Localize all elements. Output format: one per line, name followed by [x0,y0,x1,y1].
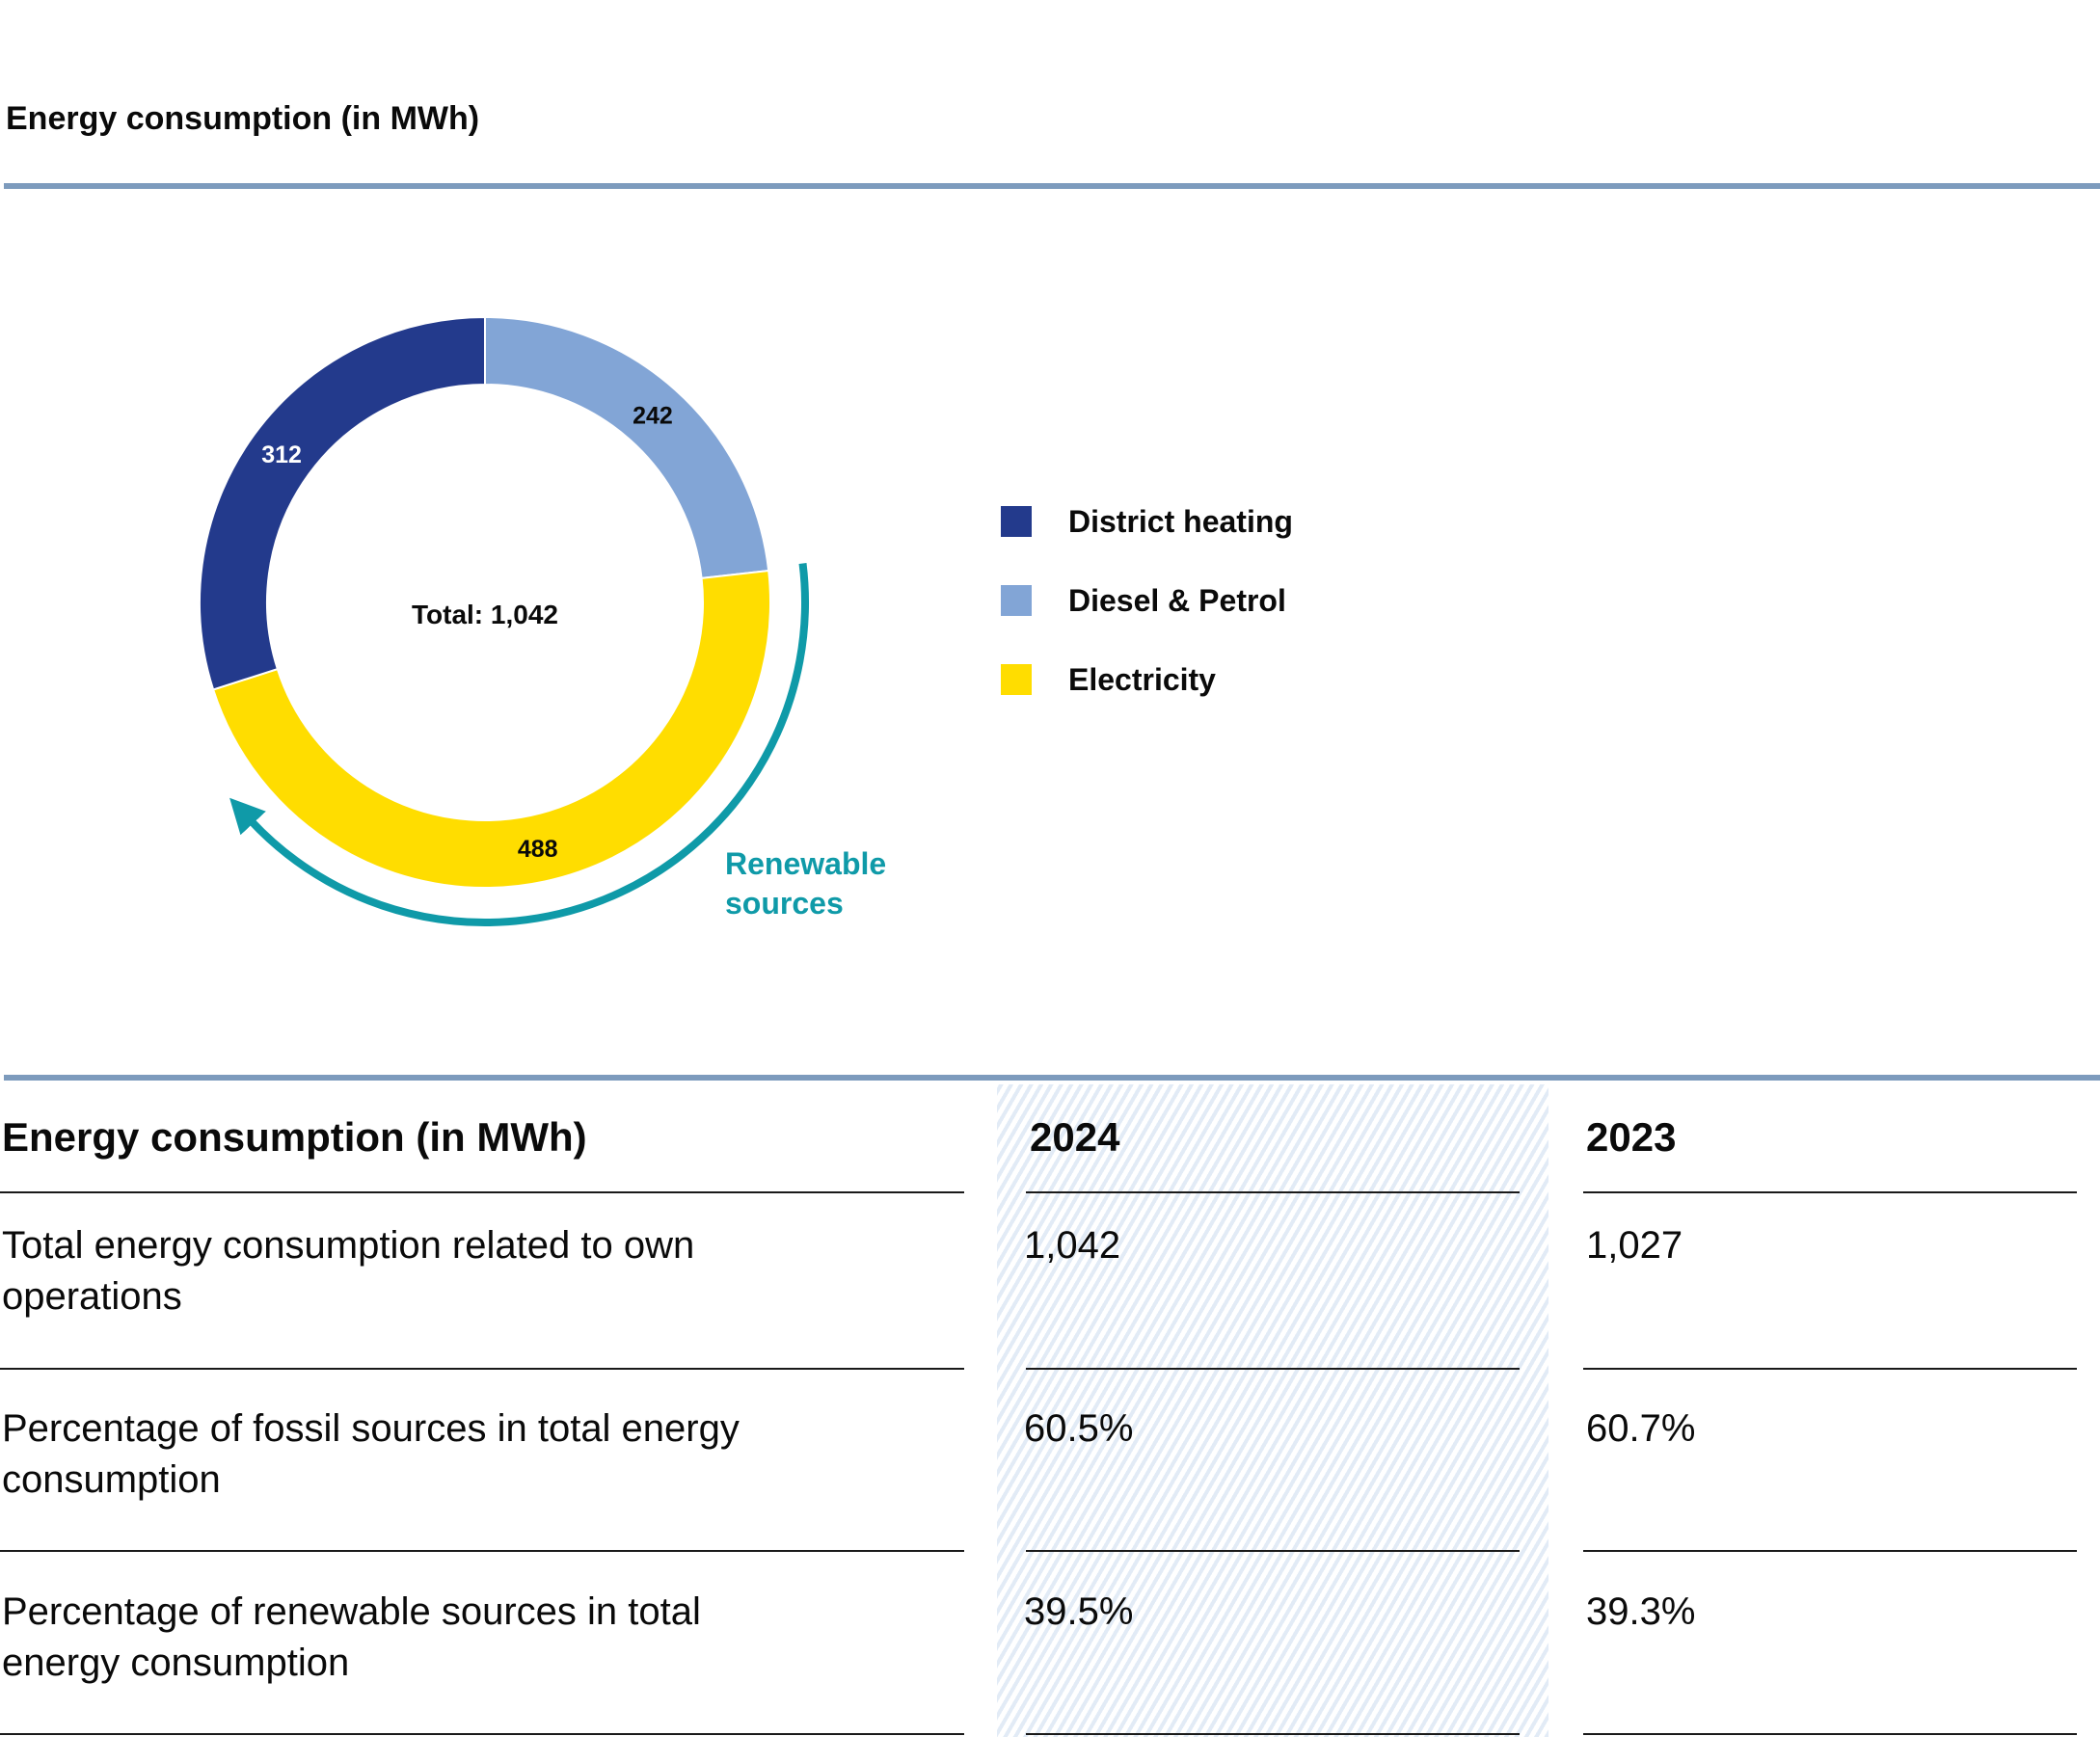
row-divider [1583,1733,2077,1735]
slice-electricity [211,569,771,889]
table-cell: 39.3% [1586,1590,1696,1633]
table-row-label: Percentage of fossil sources in total en… [2,1407,740,1501]
legend-swatch [1001,664,1032,695]
column-header-2024: 2024 [1030,1114,1120,1160]
legend-item-diesel-petrol: Diesel & Petrol [1001,561,1293,640]
chart-title: Energy consumption (in MWh) [6,100,480,137]
table-cell: 1,027 [1586,1224,1683,1267]
row-divider [1583,1191,2077,1193]
table-header-label: Energy consumption (in MWh) [2,1114,587,1160]
row-divider [1026,1368,1520,1370]
value-label-diesel-petrol: 242 [633,402,673,429]
top-divider [4,183,2100,189]
row-divider [0,1191,964,1193]
column-header-2023: 2023 [1586,1114,1677,1160]
row-divider [0,1368,964,1370]
row-divider [0,1550,964,1552]
row-divider [1026,1550,1520,1552]
renewable-sources-arrow [229,563,809,926]
legend-item-district-heating: District heating [1001,482,1293,561]
row-divider [1026,1191,1520,1193]
donut-chart: 242 488 312 Total: 1,042 [199,315,809,926]
legend-label: Electricity [1068,661,1216,697]
total-label: Total: 1,042 [412,600,558,629]
value-label-district-heating: 312 [261,441,302,468]
row-divider [1583,1368,2077,1370]
value-label-electricity: 488 [518,836,558,863]
table-cell: 60.5% [1024,1407,1134,1450]
row-divider [1583,1550,2077,1552]
slice-district-heating [199,315,486,691]
legend-label: Diesel & Petrol [1068,582,1286,618]
table-cell: 39.5% [1024,1590,1134,1633]
table-cell: 1,042 [1024,1224,1121,1267]
table-divider [4,1075,2100,1081]
slice-diesel-petrol [484,315,770,579]
legend-swatch [1001,506,1032,537]
chart-legend: District heating Diesel & Petrol Electri… [1001,482,1293,719]
table-row-label: Percentage of renewable sources in total… [2,1590,701,1684]
row-divider [0,1733,964,1735]
table-cell: 60.7% [1586,1407,1696,1450]
row-divider [1026,1733,1520,1735]
legend-item-electricity: Electricity [1001,640,1293,719]
renewable-sources-label: Renewable sources [725,846,887,921]
table-row-label: Total energy consumption related to own … [2,1224,695,1318]
legend-swatch [1001,585,1032,616]
legend-label: District heating [1068,503,1293,539]
